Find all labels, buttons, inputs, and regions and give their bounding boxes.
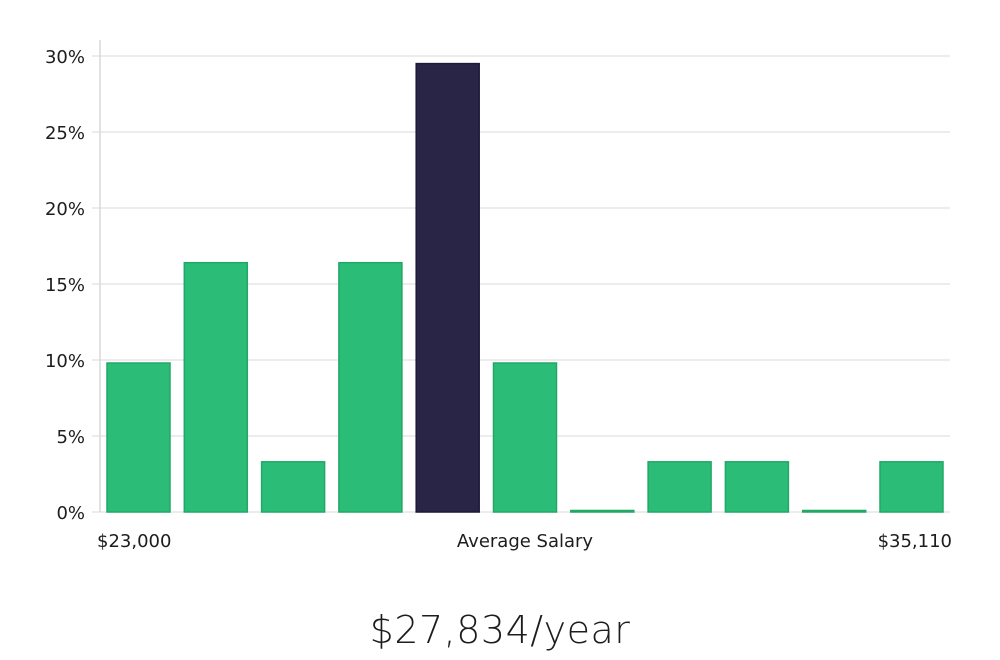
bar xyxy=(647,461,712,513)
bar xyxy=(724,461,790,513)
y-tick-label: 25% xyxy=(45,123,85,144)
x-label-min: $23,000 xyxy=(97,531,171,552)
x-label-max: $35,110 xyxy=(878,531,952,552)
bars xyxy=(106,62,944,513)
y-tick-label: 15% xyxy=(45,275,85,296)
bar-highlight xyxy=(415,62,480,513)
bar xyxy=(570,509,635,513)
bar xyxy=(338,261,403,513)
bar xyxy=(260,461,326,513)
bar xyxy=(879,461,944,513)
y-tick-label: 5% xyxy=(56,427,85,448)
bar xyxy=(801,509,867,513)
y-tick-label: 0% xyxy=(56,503,85,524)
bar xyxy=(183,261,249,513)
bar xyxy=(106,362,171,513)
x-label-center: Average Salary xyxy=(457,531,594,552)
y-tick-label: 30% xyxy=(45,47,85,68)
x-axis-labels: $23,000 Average Salary $35,110 xyxy=(97,531,952,552)
average-salary-value: $27,834/year xyxy=(369,608,631,652)
bar xyxy=(492,362,558,513)
y-tick-labels: 0% 5% 10% 15% 20% 25% 30% xyxy=(45,47,85,524)
y-tick-label: 10% xyxy=(45,351,85,372)
y-tick-label: 20% xyxy=(45,199,85,220)
salary-distribution-chart: 0% 5% 10% 15% 20% 25% 30% $23,000 Average Sala… xyxy=(45,40,952,552)
